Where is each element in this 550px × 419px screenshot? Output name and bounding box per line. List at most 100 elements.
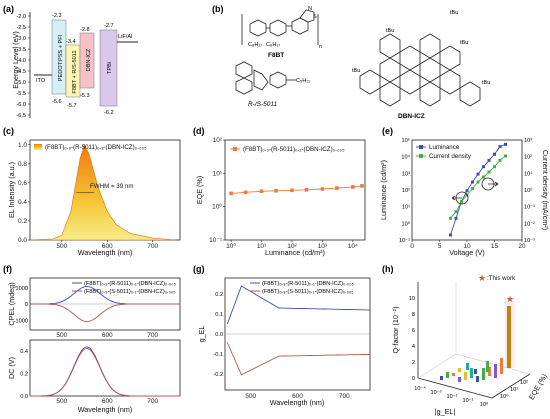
panel-c-xlabel: Wavelength (nm) xyxy=(78,248,132,257)
panel-h-ytick-label: 2 xyxy=(412,360,415,366)
dbn-tbu3: tBu xyxy=(352,68,360,74)
panel-d-xtick-label: 10³ xyxy=(318,243,328,250)
q-factor-bar xyxy=(494,364,497,378)
dbn-tbu4: tBu xyxy=(482,80,490,86)
panel-e-ytick-left: 10³ xyxy=(402,171,410,177)
panel-h-xtick-label: 10⁻³ xyxy=(430,390,441,396)
q-factor-bar xyxy=(458,368,461,372)
f8bt-bottom: -5.7 xyxy=(67,103,77,109)
panel-a-ytick-label: -2.5 xyxy=(16,25,26,31)
panel-h-xlabel: |g_EL| xyxy=(435,407,456,416)
panel-e-point xyxy=(471,187,474,191)
panel-e-xtick-label: 20 xyxy=(518,243,526,250)
panel-g-ytick-label: -0.2 xyxy=(213,372,223,378)
panel-label-e: (e) xyxy=(382,126,393,136)
panel-e-point xyxy=(487,170,491,174)
panel-h: (h) ★ ★ :This work Q-factor (10⁻²) |g_EL… xyxy=(382,264,549,416)
panel-h-xtick-label: 10⁻² xyxy=(446,394,457,400)
dbn-tbu5: tBu xyxy=(450,10,458,16)
panel-label-b: (b) xyxy=(212,4,224,14)
f8bt-n: n xyxy=(319,44,322,50)
panel-a-ytick-label: -6.5 xyxy=(16,113,26,119)
eqe-point xyxy=(243,190,248,195)
panel-e-ytick-right: 10⁻³ xyxy=(524,238,535,244)
dbn-ring6 xyxy=(419,57,441,83)
r5011-ring1 xyxy=(235,61,253,79)
panel-f: (f) (F8BT)₀.₉-(R-5011)₀.₁-(DBN-ICZ)₀.₀₀₅… xyxy=(3,264,181,414)
pedot-label: PEDOT:PSS + PFI xyxy=(58,34,64,81)
panel-h-xtick-label: 10⁻¹ xyxy=(462,398,473,404)
panel-g-xlabel: Wavelength (nm) xyxy=(270,398,324,407)
panel-f-bottom-frame xyxy=(29,339,181,397)
eqe-point xyxy=(360,184,364,188)
panel-e-point xyxy=(487,158,491,162)
current-arrow-icon xyxy=(488,181,499,187)
panel-c-xtick-label: 700 xyxy=(147,243,158,250)
r5011-cyclohexyl xyxy=(269,71,287,89)
panel-a-ytick-label: -3.5 xyxy=(16,47,26,53)
panel-d-frame xyxy=(224,139,366,241)
panel-f-bottom-ytick-label: 0.2 xyxy=(20,372,28,378)
panel-e-xtick-label: 0 xyxy=(410,243,414,250)
panel-label-c: (c) xyxy=(3,126,14,136)
panel-f-ticks: 500 500 600 600 700 700 1000 0 -1000 0.4 0.2 0.0 xyxy=(14,286,159,405)
dbn-ring2 xyxy=(399,45,421,71)
panel-e-point xyxy=(449,216,452,220)
panel-h-ytick-label: 8 xyxy=(412,312,415,318)
dbn-top: -2.8 xyxy=(80,27,90,33)
panel-label-f: (f) xyxy=(3,264,12,274)
eqe-point xyxy=(320,187,325,191)
panel-a-ytick-label: -4.0 xyxy=(16,58,26,64)
panel-c-ytick-label: 0.6 xyxy=(18,180,27,187)
panel-f-bottom-xtick-label: 600 xyxy=(102,398,113,405)
f8bt-sub1: C₈H₁₇ xyxy=(248,42,262,48)
panel-label-h: (h) xyxy=(382,264,394,274)
panel-d-xtick-label: 10⁴ xyxy=(348,243,358,250)
panel-e-point xyxy=(504,142,507,146)
tpbi-label: TPBi xyxy=(107,62,113,74)
panel-f-xlabel: Wavelength (nm) xyxy=(78,405,132,414)
q-factor-bar xyxy=(466,363,469,370)
panel-f-top-ytick-label: 0 xyxy=(25,302,28,308)
eqe-point xyxy=(335,186,339,190)
panel-e-point xyxy=(476,180,480,184)
panel-a-ylabel: Energy Level (eV) xyxy=(11,31,20,89)
panel-c-ticks: 500 600 700 0.0 0.2 0.4 0.6 0.8 1.0 xyxy=(18,142,159,250)
this-work-bar xyxy=(507,306,511,368)
panel-h-zlabel: EQE (%) xyxy=(527,372,549,401)
q-factor-bar xyxy=(476,376,479,382)
f8bt-top: -3.4 xyxy=(66,39,76,45)
panel-a-ytick-label: -4.5 xyxy=(16,69,26,75)
eqe-line xyxy=(231,185,363,194)
panel-e-point xyxy=(504,154,507,158)
q-factor-bar xyxy=(486,361,489,372)
panel-f-bottom-xtick-label: 500 xyxy=(56,398,67,405)
panel-g-ytick-label: 0.1 xyxy=(215,312,223,318)
f8bt-structure xyxy=(241,9,319,45)
dbn-ring8 xyxy=(439,69,461,95)
q-factor-bar xyxy=(458,377,461,382)
q-factor-bar xyxy=(470,368,473,378)
eqe-point xyxy=(304,188,309,192)
panel-g-xtick-label: 500 xyxy=(245,393,256,400)
panel-a-ytick-label: -5.5 xyxy=(16,91,26,97)
panel-c-legend-swatch xyxy=(34,144,42,150)
panel-d-eqe-series xyxy=(229,184,364,196)
panel-e-xtick-label: 5 xyxy=(438,243,442,250)
panel-b: (b) N S C₈H₁₇ C₈H₁₇ n F8BT C₅H₁₁ R-/S-50… xyxy=(212,4,490,120)
dbn-structure xyxy=(359,33,481,107)
panel-e-point xyxy=(454,210,458,214)
panel-e-ytick-left: 10² xyxy=(402,188,410,194)
dbn-ring1 xyxy=(379,33,401,59)
eqe-point xyxy=(259,189,264,194)
panel-e-ytick-left: 10⁰ xyxy=(402,220,411,227)
r5011-structure xyxy=(235,61,296,95)
panel-label-g: (g) xyxy=(193,264,205,274)
eqe-point xyxy=(290,188,294,193)
pedot-bottom: -5.6 xyxy=(52,99,62,105)
cpel-s-curve xyxy=(30,303,180,323)
el-spectrum-area xyxy=(29,143,176,241)
panel-f-legend2: (F8BT)₀.₉-(S-5011)₀.₁-(DBN-ICZ)₀.₀₀₅ xyxy=(84,289,176,295)
